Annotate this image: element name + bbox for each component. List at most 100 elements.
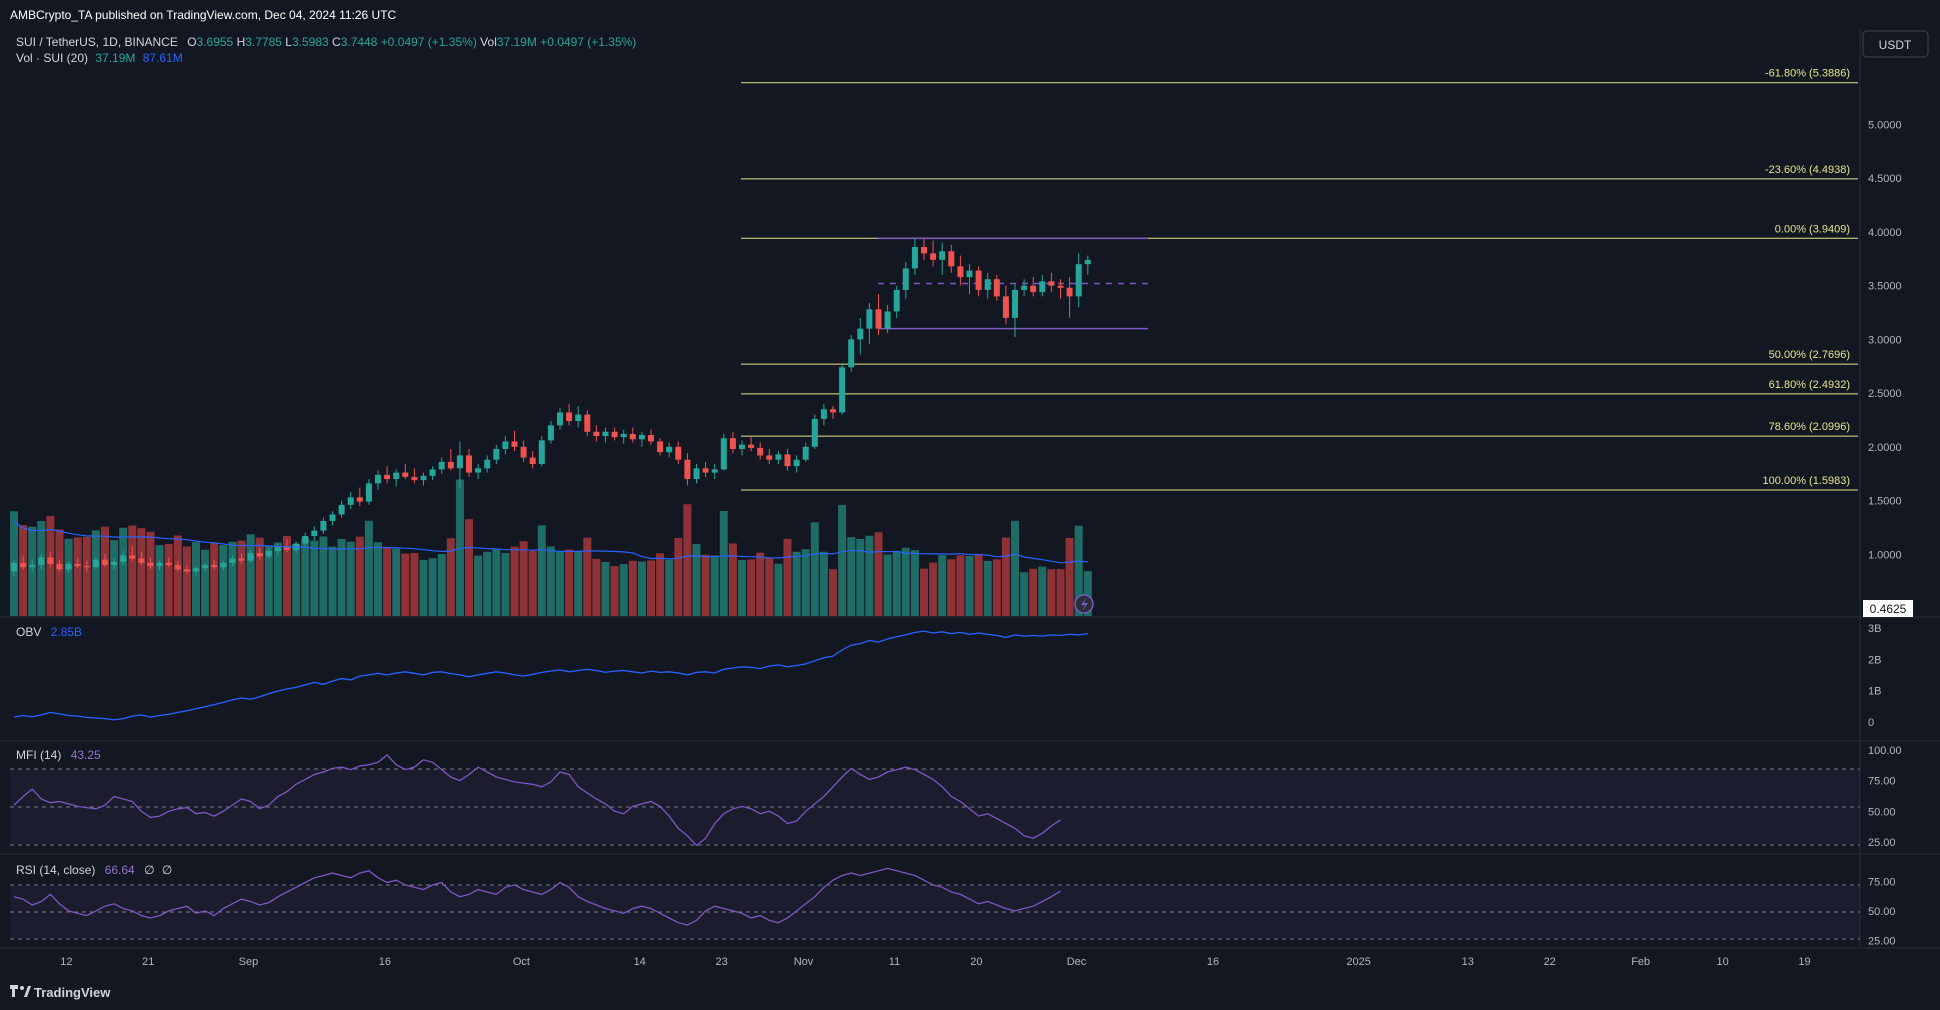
candle [993, 274, 1000, 301]
fib-level-label: -61.80% (5.3886) [1765, 68, 1850, 80]
candle [666, 442, 673, 458]
volume-bar [656, 553, 665, 616]
candle [757, 442, 764, 460]
currency-badge[interactable]: USDT [1862, 30, 1929, 58]
vol-change: +0.0497 (+1.35%) [540, 35, 637, 49]
symbol-title[interactable]: SUI / TetherUS, 1D, BINANCE [16, 35, 178, 49]
obv-title[interactable]: OBV [16, 625, 42, 639]
volume-bar [674, 537, 683, 616]
volume-bar [610, 566, 619, 616]
fibonacci-levels[interactable]: -61.80% (5.3886) -23.60% (4.4938) 0.00% (3… [741, 68, 1858, 491]
y-tick-label: 3B [1868, 623, 1881, 635]
candle [147, 557, 154, 570]
volume-bar [810, 522, 819, 616]
ohlc-change: +0.0497 (+1.35%) [380, 35, 477, 49]
volume-bar [164, 544, 173, 616]
replay-icon[interactable] [1074, 594, 1094, 614]
pane-separators [0, 28, 1940, 949]
candle [784, 448, 791, 471]
volume-bar [592, 558, 601, 616]
candle [338, 500, 345, 518]
volume-bar [337, 539, 346, 616]
x-tick-label: 2025 [1346, 956, 1370, 968]
volume-bar [401, 553, 410, 616]
fib-level-label: 78.60% (2.0996) [1769, 421, 1850, 433]
ohlc-l-label: L [285, 35, 292, 49]
volume-bar [273, 542, 282, 616]
x-tick-label: 19 [1798, 956, 1810, 968]
volume-bar [437, 554, 446, 616]
mfi-title[interactable]: MFI (14) [16, 748, 62, 762]
y-tick-label: 1.0000 [1868, 549, 1902, 561]
candle [875, 294, 882, 336]
volume-bar [956, 555, 965, 616]
volume-bar [829, 569, 837, 616]
volume-bar [264, 545, 273, 616]
volume-bar [747, 559, 756, 616]
candle [511, 430, 518, 452]
candle [857, 317, 864, 355]
x-tick-label: Dec [1067, 956, 1087, 968]
candle [930, 240, 937, 267]
candle [120, 551, 127, 566]
ohlc-o-value: 3.6955 [196, 35, 234, 49]
volume-indicator-label[interactable]: Vol · SUI (20) [16, 51, 89, 65]
candle [456, 441, 463, 488]
candle [1002, 285, 1009, 325]
candle [1075, 253, 1082, 308]
volume-bar [1011, 520, 1019, 616]
volume-bar [901, 547, 910, 616]
candle [966, 264, 973, 295]
rsi-extra-2: ∅ [161, 863, 173, 877]
candle [939, 242, 946, 275]
candle [229, 555, 236, 567]
volume-bar [155, 545, 164, 616]
volume-bar [1020, 572, 1029, 616]
candle [493, 444, 500, 465]
obv-line [13, 630, 1088, 721]
y-tick-label: 1.5000 [1868, 496, 1902, 508]
candle [884, 304, 891, 333]
mfi-line [13, 754, 1061, 847]
x-tick-label: 22 [1544, 956, 1556, 968]
y-tick-label: 50.00 [1868, 806, 1896, 818]
volume-bar [91, 530, 100, 616]
candle [820, 403, 827, 426]
candle [547, 421, 554, 444]
rsi-title[interactable]: RSI (14, close) [16, 863, 96, 877]
volume-indicator-a: 37.19M [95, 51, 136, 65]
candle [484, 455, 491, 473]
price-badge: 0.4625 [1863, 600, 1913, 617]
ohlc-o-label: O [187, 35, 197, 49]
volume-bar [710, 555, 719, 616]
volume-bar [929, 562, 938, 616]
y-tick-label: 2B [1868, 654, 1881, 666]
volume-bar [974, 553, 983, 616]
candle [793, 455, 800, 473]
candle [74, 557, 81, 569]
volume-bar [73, 537, 82, 616]
x-tick-label: 23 [715, 956, 727, 968]
candle [948, 244, 955, 273]
volume-bar [1029, 568, 1038, 616]
candle [402, 464, 409, 480]
range-box[interactable] [878, 237, 1148, 330]
candle [1057, 279, 1064, 299]
volume-bar [1065, 537, 1074, 616]
candle [111, 558, 118, 570]
candle [739, 440, 745, 456]
fib-level-label: 61.80% (2.4932) [1769, 379, 1850, 391]
x-tick-label: Oct [513, 956, 530, 968]
candle [174, 560, 181, 572]
candle [284, 539, 290, 553]
y-tick-label: 4.0000 [1868, 227, 1902, 239]
volume-bar [637, 561, 646, 616]
volume-bar [692, 544, 701, 616]
tradingview-logo[interactable]: TradingView [10, 985, 111, 1000]
candle [429, 466, 436, 481]
volume-bar [565, 549, 574, 616]
volume-bar [237, 540, 246, 616]
candle [411, 468, 418, 484]
candle [211, 559, 218, 570]
obv-legend: OBV 2.85B [16, 625, 82, 639]
